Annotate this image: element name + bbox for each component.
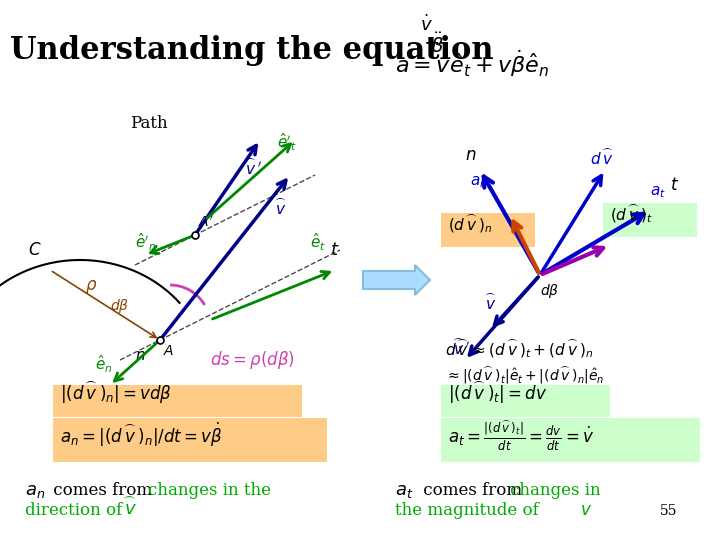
Text: $t$: $t$ <box>670 177 679 194</box>
Text: $\ddot{\beta}$: $\ddot{\beta}$ <box>430 30 444 59</box>
Text: $ds = \rho(d\beta)$: $ds = \rho(d\beta)$ <box>210 349 295 371</box>
Text: $a = \dot{v}\hat{e}_t + v\dot{\beta}\hat{e}_n$: $a = \dot{v}\hat{e}_t + v\dot{\beta}\hat… <box>395 48 549 79</box>
Text: $(d\overset{\frown}{v})_n$: $(d\overset{\frown}{v})_n$ <box>448 212 492 235</box>
Text: $a_t = \frac{|(d\overset{\frown}{v})_t|}{dt} = \frac{dv}{dt} = \dot{v}$: $a_t = \frac{|(d\overset{\frown}{v})_t|}… <box>448 418 595 453</box>
Text: $\overset{\frown}{v}$: $\overset{\frown}{v}$ <box>272 198 287 218</box>
Text: $a_t$: $a_t$ <box>395 482 413 500</box>
Text: $v$: $v$ <box>580 502 592 519</box>
Text: $|(d\overset{\frown}{v})_t| = dv$: $|(d\overset{\frown}{v})_t| = dv$ <box>448 380 547 406</box>
Text: $a_n$: $a_n$ <box>470 174 487 190</box>
Text: $\hat{e}_n$: $\hat{e}_n$ <box>95 353 112 375</box>
Text: changes in the: changes in the <box>148 482 271 499</box>
FancyBboxPatch shape <box>441 213 535 247</box>
Text: $d\overset{\frown}{v}$: $d\overset{\frown}{v}$ <box>590 148 614 168</box>
Text: $\dot{v}$: $\dot{v}$ <box>420 15 433 35</box>
Text: $\hat{e}'_t$: $\hat{e}'_t$ <box>277 131 297 153</box>
FancyArrow shape <box>363 265 430 295</box>
Text: direction of: direction of <box>25 502 132 519</box>
Text: $a_t$: $a_t$ <box>650 184 666 200</box>
Text: $n$: $n$ <box>465 147 477 164</box>
FancyBboxPatch shape <box>441 418 700 462</box>
Text: $|(d\overset{\frown}{v})_n| = vd\beta$: $|(d\overset{\frown}{v})_n| = vd\beta$ <box>60 380 172 406</box>
Text: Understanding the equation: Understanding the equation <box>10 35 494 66</box>
Text: $d\beta$: $d\beta$ <box>110 297 129 315</box>
Text: $\hat{e}'_n$: $\hat{e}'_n$ <box>135 231 156 253</box>
Text: $n$: $n$ <box>135 349 145 363</box>
Text: changes in: changes in <box>510 482 600 499</box>
Text: $\rho$: $\rho$ <box>85 278 97 296</box>
Text: $a_n$: $a_n$ <box>25 482 45 500</box>
Text: $\overset{\frown}{v}$: $\overset{\frown}{v}$ <box>482 293 496 313</box>
FancyBboxPatch shape <box>441 385 610 417</box>
Text: $A$: $A$ <box>163 344 174 358</box>
Text: comes from: comes from <box>48 482 158 499</box>
Text: 55: 55 <box>660 504 678 518</box>
Text: $a_n = |(d\overset{\frown}{v})_n|/dt = v\dot{\beta}$: $a_n = |(d\overset{\frown}{v})_n|/dt = v… <box>60 421 222 449</box>
FancyBboxPatch shape <box>603 203 697 237</box>
FancyBboxPatch shape <box>53 418 327 462</box>
Text: the magnitude of: the magnitude of <box>395 502 549 519</box>
Text: $C$: $C$ <box>28 242 42 259</box>
Text: $\overset{\frown}{v}'$: $\overset{\frown}{v}'$ <box>242 158 262 178</box>
Text: comes from: comes from <box>418 482 527 499</box>
Text: $\hat{e}_t$: $\hat{e}_t$ <box>310 231 326 253</box>
Text: $d\overset{\frown}{v} \approx (d\overset{\frown}{v})_t + (d\overset{\frown}{v})_: $d\overset{\frown}{v} \approx (d\overset… <box>445 338 593 360</box>
Text: Path: Path <box>130 115 168 132</box>
Text: $\approx|(d\overset{\frown}{v})_t|\hat{e}_t + |(d\overset{\frown}{v})_n|\hat{e}_: $\approx|(d\overset{\frown}{v})_t|\hat{e… <box>445 364 605 386</box>
Text: $A'$: $A'$ <box>198 215 214 230</box>
FancyBboxPatch shape <box>53 385 302 417</box>
Text: $(d\overset{\frown}{v})_t$: $(d\overset{\frown}{v})_t$ <box>610 202 653 225</box>
Text: $d\beta$: $d\beta$ <box>540 282 559 300</box>
Text: $\overset{\frown}{v}$: $\overset{\frown}{v}$ <box>120 496 137 519</box>
Text: $t$: $t$ <box>330 241 340 259</box>
Text: $\overset{\frown}{v}'$: $\overset{\frown}{v}'$ <box>450 338 470 358</box>
